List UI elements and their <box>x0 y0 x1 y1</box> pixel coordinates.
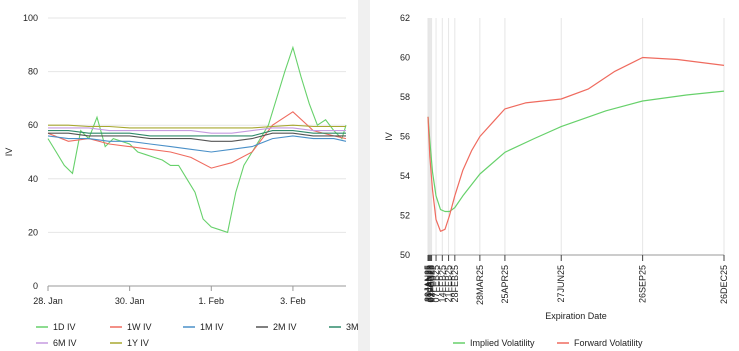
y-tick-label: 52 <box>400 211 410 221</box>
x-tick-label: 26DEC25 <box>719 265 729 304</box>
x-axis-title: Expiration Date <box>545 311 607 321</box>
legend-label: 1W IV <box>127 322 152 332</box>
y-tick-label: 62 <box>400 13 410 23</box>
legend-label: Forward Volatility <box>574 338 643 348</box>
legend-label: 1D IV <box>53 322 76 332</box>
legend-label: 1Y IV <box>127 338 149 348</box>
series-line-1y-iv <box>48 124 346 129</box>
x-tick-label: 02FEB25 <box>427 265 437 303</box>
x-tick-label: 30. Jan <box>115 296 145 306</box>
iv-history-chart: 0 20 40 60 80 100 IV 28. Jan 30. Jan 1. Feb 3. Feb… <box>4 13 358 348</box>
x-tick-label: 31JAN25 <box>425 265 435 302</box>
legend-label: 6M IV <box>53 338 77 348</box>
y-tick-label: 58 <box>400 92 410 102</box>
x-tick-label: 07FEB25 <box>431 265 441 303</box>
y-tick-label: 100 <box>23 13 38 23</box>
y-tick-label: 50 <box>400 250 410 260</box>
x-tick-label: 14FEB25 <box>437 265 447 303</box>
series-line-6m-iv <box>48 127 346 134</box>
x-tick-label: 28FEB25 <box>450 265 460 303</box>
x-tick-label: 01FEB25 <box>426 265 436 303</box>
legend-label: 2M IV <box>273 322 297 332</box>
series-line-forward-volatility <box>427 56 725 232</box>
legend-label: Implied Volatility <box>470 338 535 348</box>
series-line-1w-iv <box>47 111 347 169</box>
x-tick-label: 3. Feb <box>280 296 306 306</box>
series-line-implied-volatility <box>427 90 725 213</box>
y-axis-title: IV <box>4 148 14 157</box>
legend-label: 1M IV <box>200 322 224 332</box>
y-axis-title: IV <box>384 132 394 141</box>
y-tick-label: 0 <box>33 281 38 291</box>
y-tick-label: 40 <box>28 174 38 184</box>
x-tick-label: 26SEP25 <box>638 265 648 303</box>
x-tick-label: 29JAN25 <box>423 265 433 302</box>
x-tick-label: 28. Jan <box>33 296 63 306</box>
y-tick-label: 80 <box>28 67 38 77</box>
y-tick-label: 56 <box>400 132 410 142</box>
x-tick-label: 30JAN25 <box>424 265 434 302</box>
legend-label: 3M IV <box>346 322 358 332</box>
y-tick-label: 20 <box>28 227 38 237</box>
y-tick-label: 60 <box>28 120 38 130</box>
panel-divider <box>358 0 370 351</box>
y-tick-label: 60 <box>400 53 410 63</box>
series-line-3m-iv <box>48 130 346 137</box>
x-tick-label: 28MAR25 <box>475 265 485 305</box>
series-line-1d-iv <box>47 45 347 234</box>
series-line-2m-iv <box>48 132 346 142</box>
x-tick-label: 21FEB25 <box>444 265 454 303</box>
series-line-1m-iv <box>47 135 347 153</box>
x-tick-label: 25APR25 <box>500 265 510 304</box>
y-tick-label: 54 <box>400 171 410 181</box>
x-tick-label: 27JUN25 <box>556 265 566 303</box>
x-tick-label: 1. Feb <box>199 296 225 306</box>
term-structure-chart: 50 52 54 56 58 60 62 IV 29JAN2530JAN2531JAN2501F… <box>384 13 729 348</box>
